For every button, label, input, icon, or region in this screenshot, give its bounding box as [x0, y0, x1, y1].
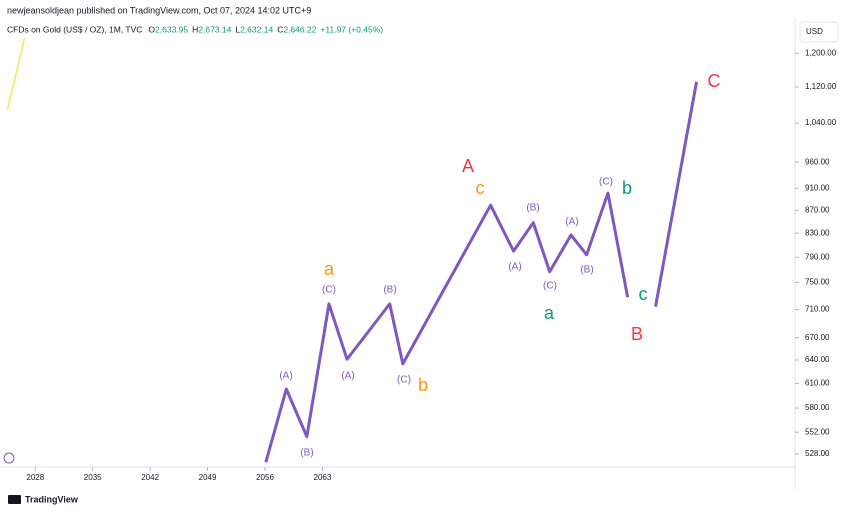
- y-tick-label: 610.00: [805, 379, 830, 388]
- x-tick-label: 2042: [141, 473, 159, 482]
- wave-label: B: [631, 324, 643, 344]
- wave-label: (A): [279, 371, 292, 382]
- wave-label: (A): [508, 262, 521, 273]
- y-tick-label: 960.00: [805, 157, 830, 166]
- y-tick-label: 640.00: [805, 355, 830, 364]
- line-series: [6, 37, 26, 110]
- y-tick-label: 1,200.00: [805, 48, 837, 57]
- y-tick-label: 710.00: [805, 304, 830, 313]
- y-tick-label: 790.00: [805, 252, 830, 261]
- indicator-icon[interactable]: [3, 452, 15, 464]
- ohlc-value: 2,632.14: [240, 24, 273, 34]
- ohlc-label: L: [235, 24, 240, 34]
- y-tick-label: 1,120.00: [805, 82, 837, 91]
- wave-label: (B): [580, 265, 593, 276]
- change: +11.97 (+0.45%): [320, 24, 383, 34]
- wave-label: (A): [565, 217, 578, 228]
- y-tick-label: 1,040.00: [805, 118, 837, 127]
- ohlc-label: C: [277, 24, 283, 34]
- logo: [8, 495, 21, 504]
- currency: USD: [806, 27, 823, 36]
- y-tick-label: 830.00: [805, 228, 830, 237]
- x-tick-label: 2056: [256, 473, 274, 482]
- wave-label: C: [708, 71, 721, 91]
- wave-label: (C): [599, 177, 613, 188]
- wave-label: A: [462, 156, 474, 176]
- wave-label: a: [544, 303, 555, 323]
- wave-label: (C): [543, 281, 557, 292]
- wave-label: (B): [300, 448, 313, 459]
- wave-label: (B): [383, 285, 396, 296]
- y-tick-label: 552.00: [805, 427, 830, 436]
- wave-label: (C): [397, 375, 411, 386]
- y-tick-label: 750.00: [805, 278, 830, 287]
- wave-label: b: [418, 375, 428, 395]
- wave-label: (C): [322, 285, 336, 296]
- wave-label: (B): [526, 203, 539, 214]
- wave-label: c: [639, 284, 648, 304]
- ohlc-label: H: [192, 24, 198, 34]
- wave-label: (A): [341, 371, 354, 382]
- x-tick-label: 2063: [314, 473, 332, 482]
- y-tick-label: 870.00: [805, 205, 830, 214]
- y-tick-label: 580.00: [805, 403, 830, 412]
- wave-label: b: [622, 178, 632, 198]
- x-tick-label: 2035: [84, 473, 102, 482]
- byline: newjeansoldjean published on TradingView…: [7, 5, 311, 15]
- symbol: CFDs on Gold (US$ / OZ), 1M, TVC: [7, 24, 142, 34]
- brand: TradingView: [25, 494, 79, 504]
- ohlc-label: O: [148, 24, 155, 34]
- wave-label: a: [324, 259, 335, 279]
- y-tick-label: 910.00: [805, 183, 830, 192]
- currency-box[interactable]: [799, 21, 839, 43]
- y-tick-label: 670.00: [805, 333, 830, 342]
- line-series: [264, 81, 699, 463]
- x-tick-label: 2028: [26, 473, 44, 482]
- ohlc-value: 2,646.22: [283, 24, 316, 34]
- x-tick-label: 2049: [199, 473, 217, 482]
- wave-label: c: [476, 178, 485, 198]
- ohlc-value: 2,633.95: [155, 24, 188, 34]
- ohlc-value: 2,673.14: [198, 24, 231, 34]
- y-tick-label: 528.00: [805, 449, 830, 458]
